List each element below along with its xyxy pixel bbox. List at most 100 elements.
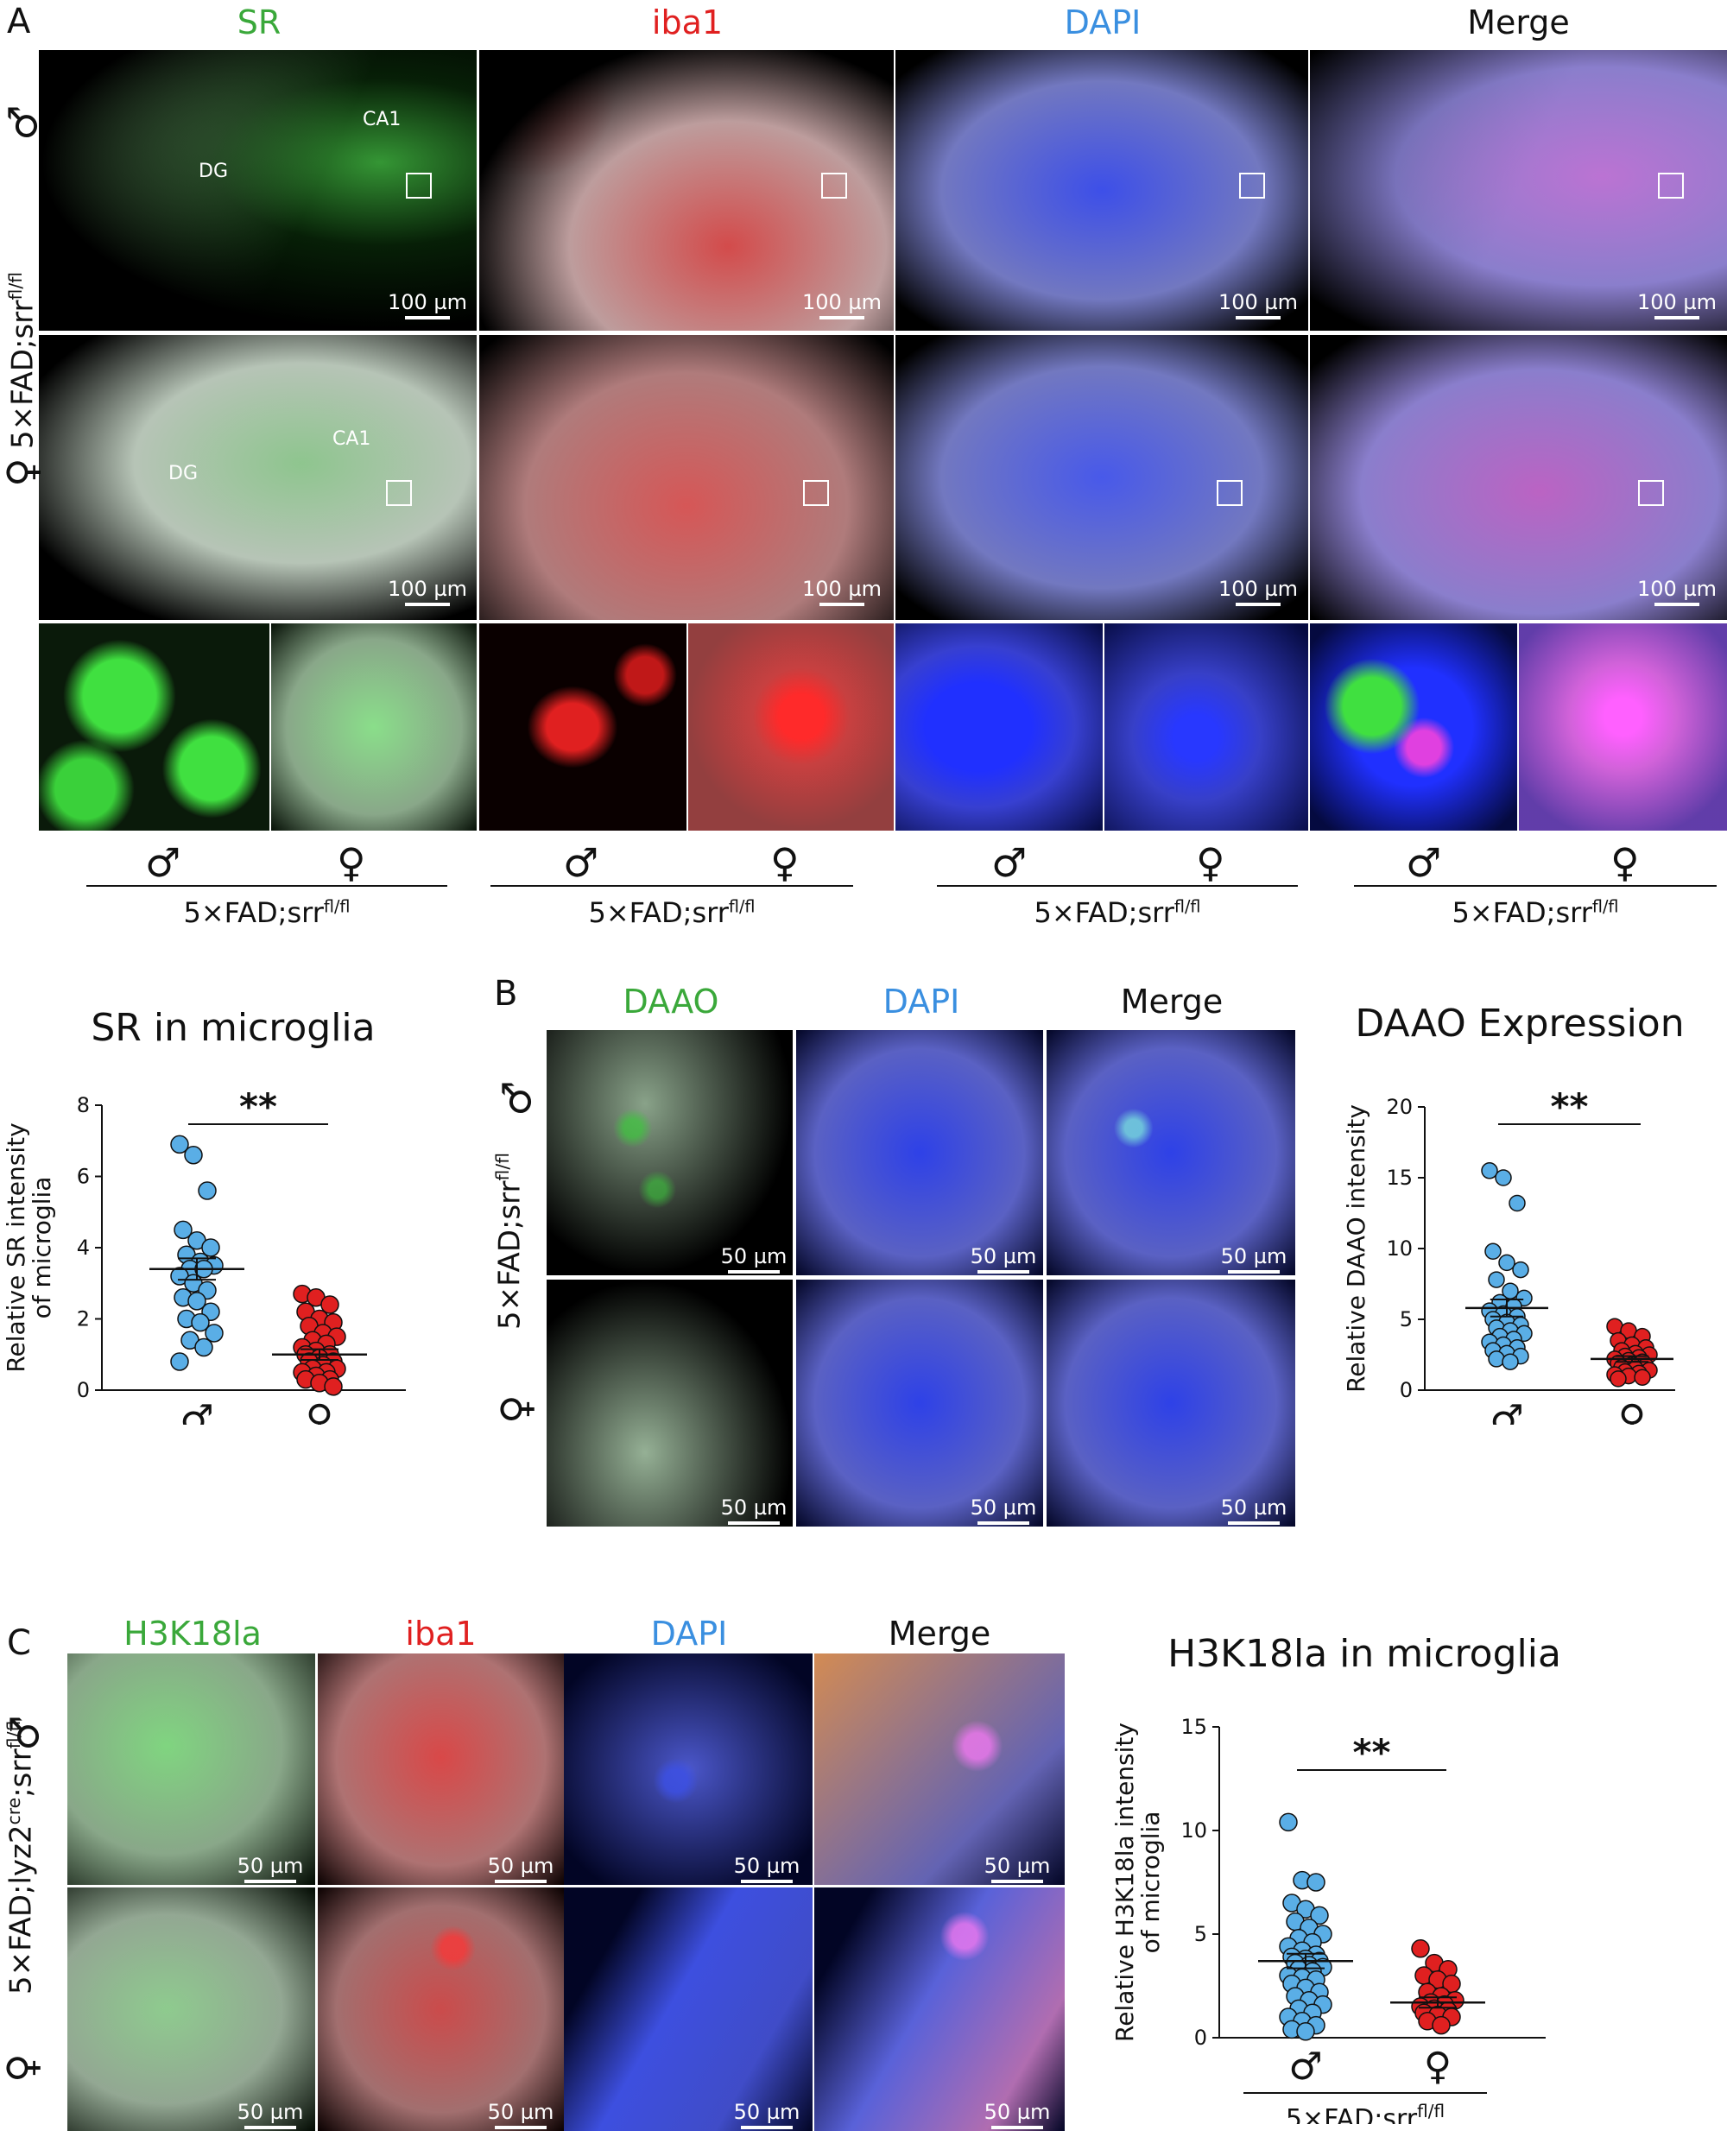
image-dapi-c-male: 50 µm	[564, 1653, 813, 1885]
roi-box	[386, 480, 412, 506]
panel-b-side-genotype: 5×FAD;srrfl/fl	[492, 1152, 528, 1330]
y-tick-label: 10	[1180, 1818, 1207, 1843]
scale-bar: 50 µm	[978, 1854, 1056, 1883]
data-point	[205, 1324, 224, 1343]
zoom-merge-male	[1310, 623, 1517, 831]
panel-c-male-row-symbol: ♂	[1, 1715, 48, 1751]
significance-label: **	[1353, 1731, 1391, 1773]
panel-a-header-merge: Merge	[1467, 3, 1570, 41]
image-daao-male: 50 µm	[547, 1030, 793, 1275]
group-male-symbol: ♂	[145, 839, 181, 886]
group-genotype-label: 5×FAD;srrfl/fl	[1452, 896, 1619, 929]
y-tick-label: 10	[1386, 1236, 1413, 1261]
data-point	[1279, 1812, 1298, 1832]
panel-c-header-iba1: iba1	[405, 1615, 477, 1653]
data-point	[1512, 1261, 1529, 1279]
data-point	[1634, 1369, 1651, 1386]
data-point	[191, 1312, 210, 1332]
data-point	[1296, 2022, 1315, 2041]
scale-bar: 100 µm	[799, 577, 885, 606]
y-tick-label: 8	[77, 1093, 90, 1117]
panel-c-letter: C	[7, 1623, 31, 1663]
scale-bar: 100 µm	[1634, 290, 1720, 319]
image-merge-male: 100 µm	[1310, 50, 1727, 331]
zoom-iba1-male	[479, 623, 686, 831]
data-point	[198, 1181, 217, 1200]
group-genotype-label: 5×FAD;srrfl/fl	[1034, 896, 1201, 929]
data-point	[1488, 1350, 1505, 1368]
scale-bar: 100 µm	[384, 577, 471, 606]
group-male-symbol: ♂	[563, 839, 599, 886]
y-axis-label: of microglia	[1136, 1811, 1165, 1954]
data-point	[1495, 1169, 1512, 1186]
panel-b-letter: B	[494, 974, 518, 1014]
panel-a-letter: A	[7, 2, 31, 41]
panel-c-female-row-symbol: ♀	[0, 2053, 45, 2083]
x-category-label: ♀	[1618, 1397, 1646, 1425]
y-tick-label: 15	[1180, 1715, 1207, 1739]
label-dg: DG	[168, 463, 198, 484]
group-female-symbol: ♀	[770, 839, 800, 886]
group-line	[1354, 885, 1717, 887]
x-category-label: ♀	[1424, 2045, 1452, 2089]
chart-daao-title: DAAO Expression	[1355, 1002, 1685, 1046]
roi-box	[1658, 173, 1684, 199]
scale-bar: 50 µm	[728, 1854, 806, 1883]
image-h3k18la-male: 50 µm	[67, 1653, 315, 1885]
group-female-symbol: ♀	[337, 839, 366, 886]
group-line	[86, 885, 447, 887]
panel-b-header-dapi: DAPI	[882, 983, 960, 1021]
image-iba1-c-female: 50 µm	[318, 1887, 564, 2131]
image-iba1-male: 100 µm	[479, 50, 894, 331]
group-genotype-label: 5×FAD;srrfl/fl	[588, 896, 756, 929]
zoom-sr-male	[39, 623, 269, 831]
image-dapi-b-male: 50 µm	[796, 1030, 1043, 1275]
scale-bar: 100 µm	[1215, 290, 1301, 319]
image-dapi-b-female: 50 µm	[796, 1280, 1043, 1527]
y-axis-label: of microglia	[28, 1177, 56, 1319]
significance-label: **	[239, 1085, 277, 1128]
panel-a-header-sr: SR	[237, 3, 282, 41]
data-point	[1411, 1939, 1430, 1958]
image-dapi-female: 100 µm	[895, 335, 1308, 620]
image-sr-male: DG CA1 100 µm	[39, 50, 477, 331]
scale-bar: 50 µm	[231, 2100, 309, 2129]
data-point	[320, 1295, 339, 1314]
image-merge-female: 100 µm	[1310, 335, 1727, 620]
group-male-symbol: ♂	[991, 839, 1028, 886]
scale-bar: 50 µm	[719, 1244, 788, 1274]
scale-bar: 100 µm	[384, 290, 471, 319]
scale-bar: 50 µm	[978, 2100, 1056, 2129]
roi-box	[1217, 480, 1243, 506]
image-iba1-female: 100 µm	[479, 335, 894, 620]
image-dapi-c-female: 50 µm	[564, 1887, 813, 2131]
y-axis-label: Relative DAAO intensity	[1342, 1104, 1370, 1393]
group-line	[490, 885, 853, 887]
panel-a-header-iba1: iba1	[651, 3, 724, 41]
roi-box	[406, 173, 432, 199]
scale-bar: 50 µm	[969, 1244, 1038, 1274]
y-tick-label: 4	[77, 1236, 90, 1260]
panel-c-header-dapi: DAPI	[650, 1615, 728, 1653]
zoom-sr-female	[271, 623, 477, 831]
image-daao-female: 50 µm	[547, 1280, 793, 1527]
image-merge-b-male: 50 µm	[1047, 1030, 1295, 1275]
image-dapi-male: 100 µm	[895, 50, 1308, 331]
y-tick-label: 5	[1400, 1307, 1413, 1331]
panel-c-header-h3k18la: H3K18la	[123, 1615, 262, 1653]
data-point	[170, 1135, 189, 1154]
data-point	[1610, 1370, 1627, 1388]
y-axis-label: Relative H3K18la intensity	[1110, 1723, 1139, 2042]
image-merge-b-female: 50 µm	[1047, 1280, 1295, 1527]
group-genotype-label: 5×FAD;srrfl/fl	[183, 896, 351, 929]
label-dg: DG	[199, 161, 228, 182]
y-axis-label: Relative SR intensity	[2, 1122, 30, 1372]
y-tick-label: 6	[77, 1165, 90, 1189]
group-female-symbol: ♀	[1610, 839, 1640, 886]
data-point	[170, 1352, 189, 1371]
roi-box	[803, 480, 829, 506]
x-category-label: ♂	[1490, 1397, 1523, 1425]
label-ca1: CA1	[332, 428, 371, 450]
data-point	[1306, 1873, 1325, 1892]
